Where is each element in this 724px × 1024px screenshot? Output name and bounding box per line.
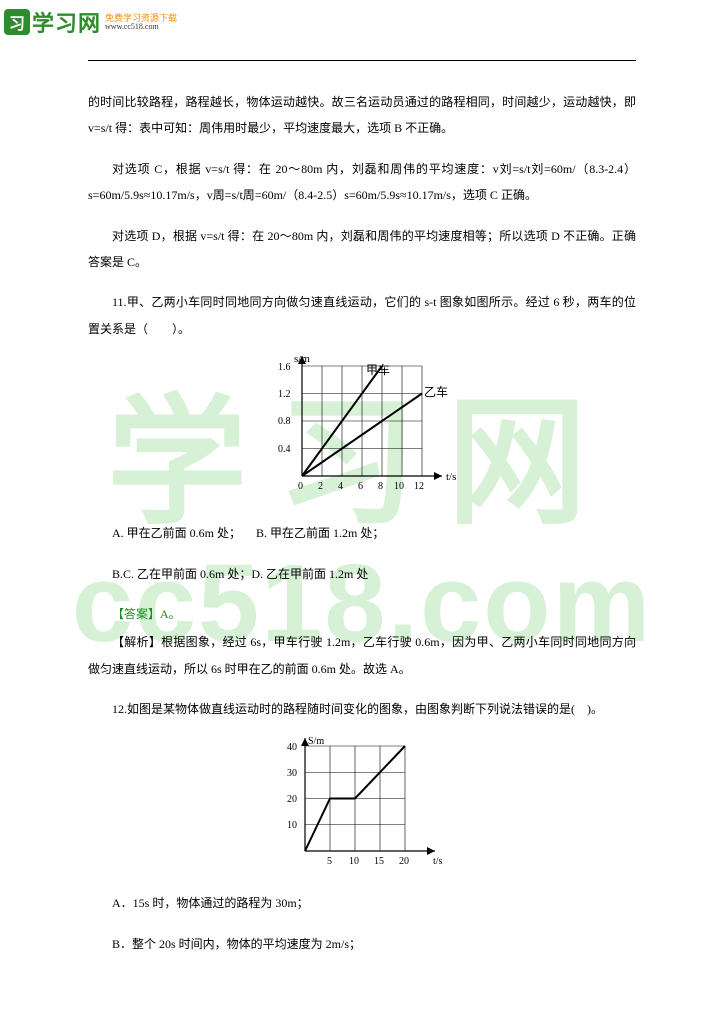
svg-text:S/m: S/m [308,736,324,747]
svg-text:0: 0 [298,481,303,492]
logo-subtitle: 免费学习资源下载 www.cc518.com [105,14,177,31]
logo-icon: 习 [4,9,30,35]
q11-explanation: 【解析】根据图象，经过 6s，甲车行驶 1.2m，乙车行驶 0.6m，因为甲、乙… [88,629,636,682]
svg-text:2: 2 [318,481,323,492]
logo-title: 学习网 [32,6,101,38]
svg-text:0.4: 0.4 [278,444,291,455]
chart-q11: 甲车 乙车 s/m t/s 1.6 1.2 0.8 0.4 0 2 4 6 8 … [262,356,462,506]
svg-text:t/s: t/s [433,856,443,867]
q11-opt-b: B. 甲在乙前面 1.2m 处； [256,526,384,540]
svg-text:5: 5 [327,856,332,867]
svg-text:8: 8 [378,481,383,492]
paragraph-2: 对选项 C，根据 v=s/t 得：在 20～80m 内，刘磊和周伟的平均速度：v… [88,156,636,209]
svg-text:30: 30 [287,768,297,779]
paragraph-1: 的时间比较路程，路程越长，物体运动越快。故三名运动员通过的路程相同，时间越少，运… [88,89,636,142]
paragraph-3: 对选项 D，根据 v=s/t 得：在 20～80m 内，刘磊和周伟的平均速度相等… [88,223,636,276]
question-12: 12.如图是某物体做直线运动时的路程随时间变化的图象，由图象判断下列说法错误的是… [88,696,636,722]
svg-text:1.2: 1.2 [278,389,291,400]
chart-q12: S/m t/s 40 30 20 10 5 10 15 20 [275,736,450,876]
q11-options-line1: A. 甲在乙前面 0.6m 处； B. 甲在乙前面 1.2m 处； [88,520,636,546]
top-rule [88,60,636,61]
svg-text:10: 10 [349,856,359,867]
svg-text:0.8: 0.8 [278,416,291,427]
logo-url: www.cc518.com [105,23,177,31]
svg-text:t/s: t/s [446,471,456,483]
svg-text:乙车: 乙车 [424,384,448,399]
q12-opt-b: B．整个 20s 时间内，物体的平均速度为 2m/s； [88,931,636,957]
svg-text:4: 4 [338,481,343,492]
svg-text:12: 12 [414,481,424,492]
document-content: 的时间比较路程，路程越长，物体运动越快。故三名运动员通过的路程相同，时间越少，运… [88,60,636,971]
site-logo: 习 学习网 免费学习资源下载 www.cc518.com [4,6,177,38]
svg-text:6: 6 [358,481,363,492]
svg-text:20: 20 [399,856,409,867]
svg-text:1.6: 1.6 [278,362,291,373]
svg-text:10: 10 [394,481,404,492]
svg-text:40: 40 [287,742,297,753]
question-11: 11.甲、乙两小车同时同地同方向做匀速直线运动，它们的 s-t 图象如图所示。经… [88,289,636,342]
q12-opt-a: A．15s 时，物体通过的路程为 30m； [88,890,636,916]
svg-text:15: 15 [374,856,384,867]
svg-text:10: 10 [287,820,297,831]
q11-opt-a: A. 甲在乙前面 0.6m 处； [112,526,241,540]
svg-text:甲车: 甲车 [366,362,390,377]
q11-answer: 【答案】A。 [88,601,636,627]
svg-text:s/m: s/m [294,356,310,365]
svg-text:20: 20 [287,794,297,805]
q11-options-line2: B.C. 乙在甲前面 0.6m 处；D. 乙在甲前面 1.2m 处 [88,561,636,587]
